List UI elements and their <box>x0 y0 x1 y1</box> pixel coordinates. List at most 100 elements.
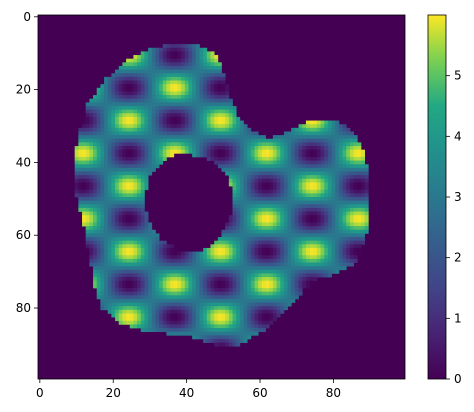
heatmap-cell <box>177 69 182 74</box>
heatmap-cell <box>155 240 160 245</box>
heatmap-cell <box>221 255 226 260</box>
heatmap-cell <box>247 149 252 154</box>
heatmap-cell <box>342 197 347 201</box>
heatmap-cell <box>100 182 105 187</box>
heatmap-cell <box>342 222 347 227</box>
heatmap-cell <box>210 91 215 96</box>
heatmap-cell <box>184 138 189 143</box>
heatmap-cell <box>239 331 244 336</box>
heatmap-cell <box>177 131 182 136</box>
heatmap-cell <box>104 142 109 147</box>
heatmap-cell <box>140 251 145 256</box>
heatmap-cell <box>140 280 145 285</box>
heatmap-cell <box>364 182 369 187</box>
heatmap-cell <box>126 258 131 263</box>
heatmap-cell <box>331 222 336 227</box>
heatmap-cell <box>364 164 369 169</box>
heatmap-cell <box>346 247 351 252</box>
heatmap-cell <box>184 313 189 318</box>
heatmap-cell <box>221 106 226 110</box>
heatmap-cell <box>272 138 277 143</box>
heatmap-cell <box>126 95 131 100</box>
heatmap-cell <box>247 331 252 336</box>
heatmap-cell <box>137 135 142 140</box>
heatmap-cell <box>232 320 237 325</box>
heatmap-cell <box>203 262 208 267</box>
heatmap-cell <box>100 106 105 110</box>
heatmap-cell <box>184 98 189 103</box>
heatmap-cell <box>129 186 134 191</box>
heatmap-cell <box>170 138 175 143</box>
heatmap-cell <box>313 237 318 242</box>
heatmap-cell <box>177 306 182 311</box>
heatmap-cell <box>203 306 208 311</box>
heatmap-cell <box>89 149 94 154</box>
heatmap-cell <box>137 204 142 209</box>
heatmap-cell <box>122 193 127 198</box>
heatmap-cell <box>247 226 252 231</box>
heatmap-cell <box>349 207 354 212</box>
heatmap-cell <box>327 226 332 231</box>
heatmap-cell <box>129 317 134 322</box>
heatmap-cell <box>96 258 101 263</box>
heatmap-cell <box>232 309 237 314</box>
heatmap-cell <box>342 237 347 242</box>
heatmap-cell <box>144 317 149 322</box>
heatmap-cell <box>349 146 354 151</box>
heatmap-cell <box>173 331 178 336</box>
heatmap-cell <box>104 171 109 176</box>
heatmap-cell <box>239 280 244 285</box>
heatmap-cell <box>353 149 358 154</box>
heatmap-cell <box>195 258 200 263</box>
heatmap-cell <box>302 284 307 289</box>
heatmap-cell <box>206 262 211 267</box>
heatmap-cell <box>210 247 215 252</box>
heatmap-cell <box>232 269 237 274</box>
heatmap-cell <box>327 237 332 242</box>
heatmap-cell <box>357 218 362 223</box>
heatmap-cell <box>269 156 274 161</box>
heatmap-cell <box>159 328 164 333</box>
heatmap-cell <box>118 146 123 151</box>
heatmap-cell <box>192 295 197 300</box>
heatmap-cell <box>140 207 145 212</box>
heatmap-cell <box>210 127 215 132</box>
heatmap-cell <box>342 131 347 136</box>
heatmap-cell <box>115 233 120 238</box>
heatmap-cell <box>346 178 351 183</box>
heatmap-cell <box>206 277 211 282</box>
heatmap-cell <box>111 244 116 249</box>
heatmap-cell <box>85 200 90 205</box>
heatmap-cell <box>327 120 332 125</box>
heatmap-cell <box>74 189 79 194</box>
heatmap-cell <box>276 255 281 260</box>
heatmap-cell <box>82 160 87 165</box>
heatmap-cell <box>155 120 160 125</box>
heatmap-cell <box>148 255 153 260</box>
heatmap-cell <box>228 273 233 278</box>
heatmap-cell <box>89 240 94 245</box>
heatmap-cell <box>199 76 204 81</box>
heatmap-cell <box>349 237 354 242</box>
heatmap-cell <box>221 120 226 125</box>
heatmap-cell <box>181 135 186 140</box>
heatmap-cell <box>342 200 347 205</box>
heatmap-cell <box>313 269 318 274</box>
heatmap-cell <box>155 106 160 110</box>
heatmap-cell <box>111 273 116 278</box>
heatmap-cell <box>170 146 175 151</box>
heatmap-cell <box>360 171 365 176</box>
heatmap-cell <box>254 328 259 333</box>
heatmap-cell <box>148 258 153 263</box>
heatmap-cell <box>118 149 123 154</box>
heatmap-cell <box>107 273 112 278</box>
heatmap-cell <box>129 288 134 292</box>
heatmap-cell <box>327 171 332 176</box>
heatmap-cell <box>93 120 98 125</box>
heatmap-cell <box>137 73 142 78</box>
heatmap-cell <box>140 95 145 100</box>
heatmap-cell <box>85 135 90 140</box>
heatmap-cell <box>232 178 237 183</box>
